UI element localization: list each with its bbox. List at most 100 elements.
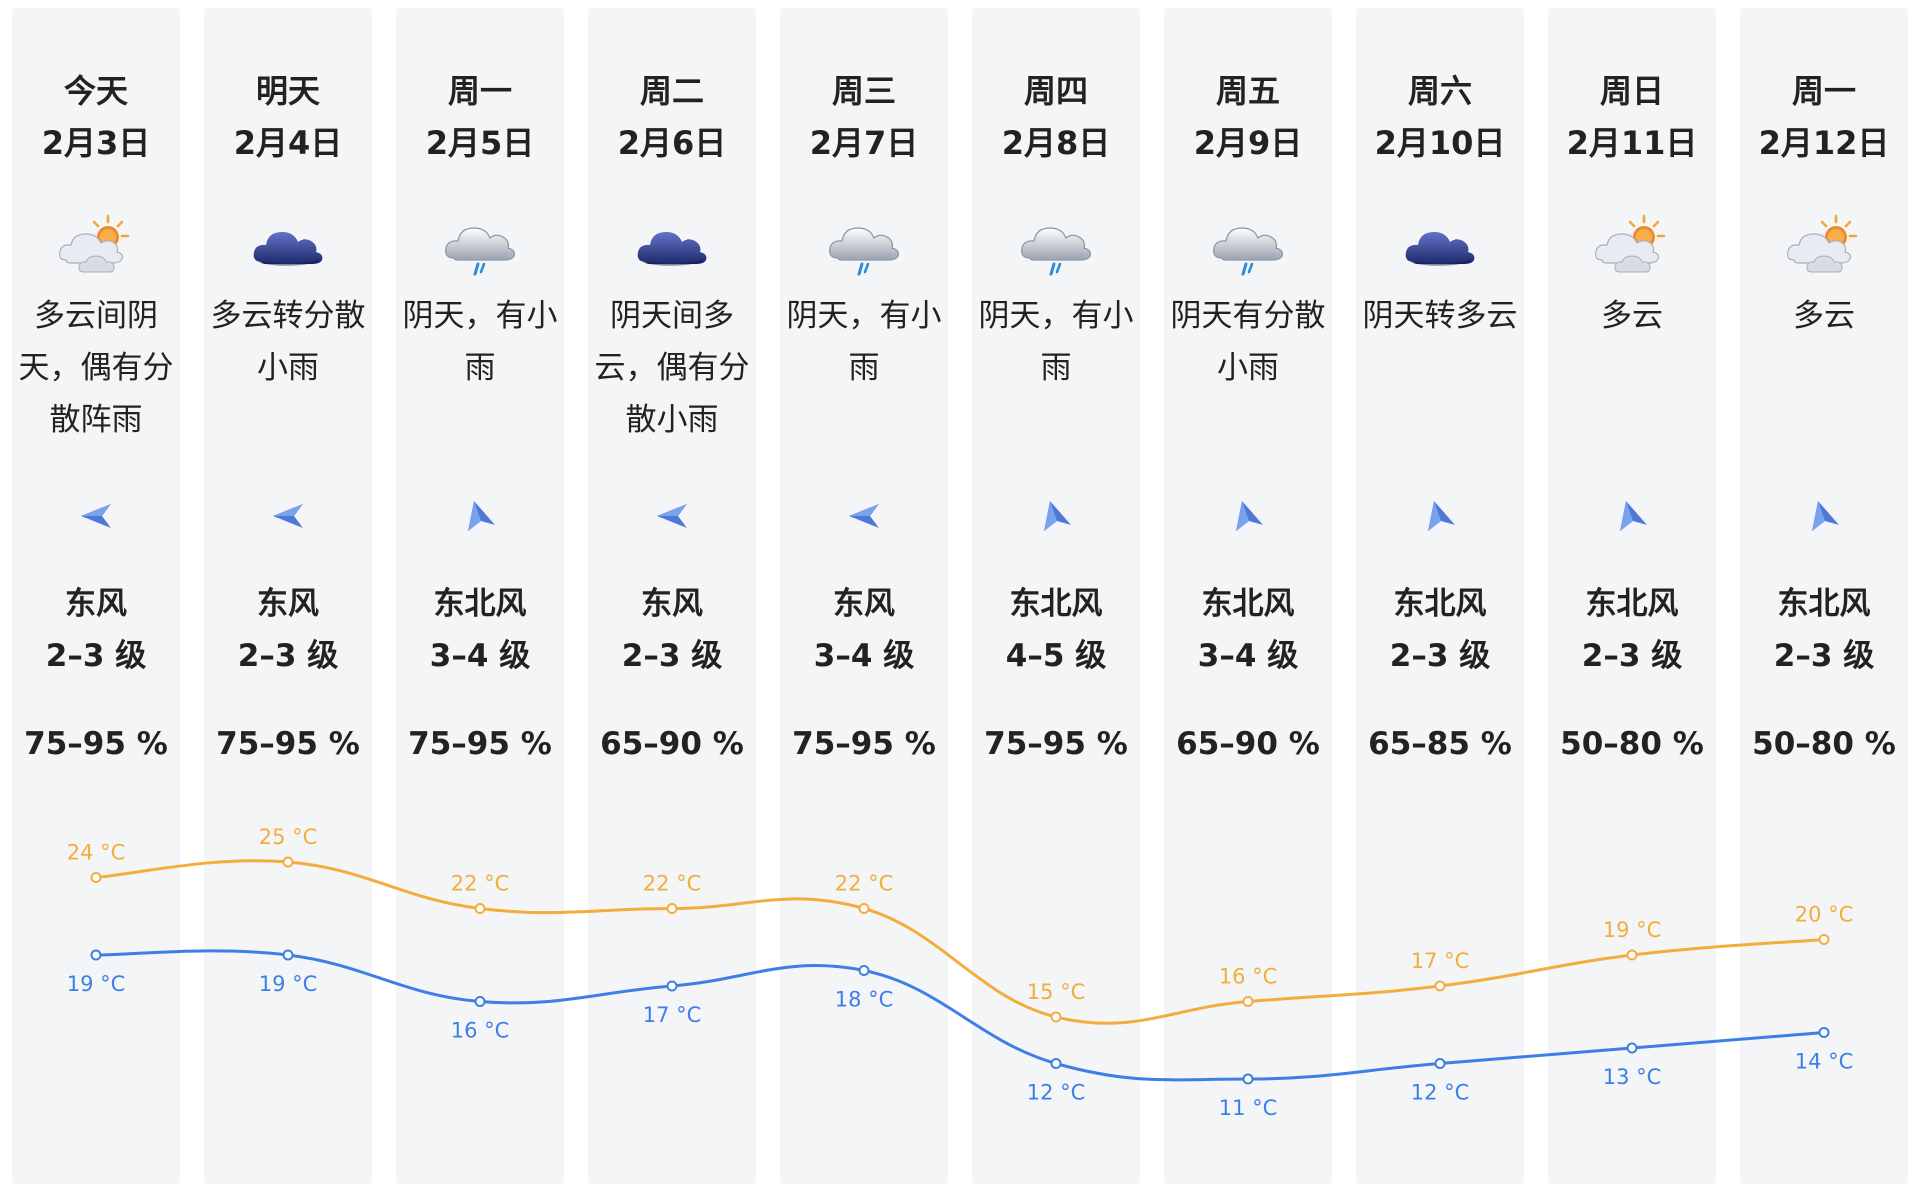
cloud-icon bbox=[248, 206, 328, 286]
wind-level: 2–3 级 bbox=[1773, 638, 1875, 674]
description-line: 阴天，有小 bbox=[786, 298, 942, 334]
wind-direction: 东北风 bbox=[1777, 586, 1871, 622]
humidity-range: 65–90 % bbox=[1176, 726, 1320, 762]
weather-description: 阴天，有小雨 bbox=[396, 290, 564, 394]
date-label: 2月6日 bbox=[617, 124, 727, 162]
partly-cloudy-sun-icon bbox=[1784, 206, 1864, 286]
cloud-rain-icon bbox=[1016, 206, 1096, 286]
date-label: 2月8日 bbox=[1001, 124, 1111, 162]
wind-direction: 东北风 bbox=[433, 586, 527, 622]
humidity-range: 75–95 % bbox=[408, 726, 552, 762]
wind-upleft-arrow-icon bbox=[1614, 498, 1650, 534]
partly-cloudy-sun-icon bbox=[56, 206, 136, 286]
wind-level: 2–3 级 bbox=[237, 638, 339, 674]
weather-description: 多云转分散 小雨 bbox=[204, 290, 372, 394]
date-label: 2月9日 bbox=[1193, 124, 1303, 162]
weather-description: 阴天，有小雨 bbox=[972, 290, 1140, 394]
humidity-range: 75–95 % bbox=[216, 726, 360, 762]
wind-left-arrow-icon bbox=[846, 498, 882, 534]
wind-direction: 东风 bbox=[641, 586, 703, 622]
day-column: 明天 2月4日 多云转分散 小雨 东风 2–3 级 75–95 % bbox=[204, 8, 372, 1184]
wind-upleft-arrow-icon bbox=[1806, 498, 1842, 534]
weather-description: 阴天有分散 小雨 bbox=[1164, 290, 1332, 394]
humidity-range: 50–80 % bbox=[1752, 726, 1896, 762]
date-label: 2月5日 bbox=[425, 124, 535, 162]
cloud-icon bbox=[632, 206, 712, 286]
weekday-label: 周四 bbox=[1023, 72, 1088, 110]
weekday-label: 今天 bbox=[63, 72, 128, 110]
day-column: 周三 2月7日 阴天，有小雨 东风 3–4 级 75–95 % bbox=[780, 8, 948, 1184]
description-line: 云，偶有分 bbox=[594, 350, 750, 386]
day-column: 周四 2月8日 阴天，有小雨 东北风 4–5 级 75–95 % bbox=[972, 8, 1140, 1184]
wind-level: 2–3 级 bbox=[45, 638, 147, 674]
cloud-rain-icon bbox=[1208, 206, 1288, 286]
weekday-label: 周二 bbox=[639, 72, 704, 110]
cloud-rain-icon bbox=[440, 206, 520, 286]
weather-description: 多云 bbox=[1548, 290, 1716, 342]
date-label: 2月4日 bbox=[233, 124, 343, 162]
description-line: 阴天转多云 bbox=[1362, 298, 1518, 334]
partly-cloudy-sun-icon bbox=[1592, 206, 1672, 286]
wind-left-arrow-icon bbox=[654, 498, 690, 534]
wind-upleft-arrow-icon bbox=[1038, 498, 1074, 534]
date-label: 2月7日 bbox=[809, 124, 919, 162]
description-line: 雨 bbox=[1040, 350, 1072, 386]
description-line: 散阵雨 bbox=[49, 402, 143, 438]
weekday-label: 周六 bbox=[1407, 72, 1472, 110]
weekday-label: 周五 bbox=[1215, 72, 1280, 110]
description-line: 阴天，有小 bbox=[978, 298, 1134, 334]
humidity-range: 75–95 % bbox=[24, 726, 168, 762]
description-line: 多云 bbox=[1793, 298, 1855, 334]
description-line: 散小雨 bbox=[625, 402, 719, 438]
day-column: 周六 2月10日 阴天转多云 东北风 2–3 级 65–85 % bbox=[1356, 8, 1524, 1184]
day-column: 周一 2月12日 多云 东北风 2–3 级 50–80 % bbox=[1740, 8, 1908, 1184]
wind-left-arrow-icon bbox=[270, 498, 306, 534]
weather-description: 阴天间多云，偶有分散小雨 bbox=[588, 290, 756, 446]
humidity-range: 75–95 % bbox=[984, 726, 1128, 762]
humidity-range: 50–80 % bbox=[1560, 726, 1704, 762]
wind-level: 3–4 级 bbox=[813, 638, 915, 674]
humidity-range: 65–85 % bbox=[1368, 726, 1512, 762]
description-line: 多云间阴 bbox=[34, 298, 158, 334]
wind-upleft-arrow-icon bbox=[1422, 498, 1458, 534]
wind-left-arrow-icon bbox=[78, 498, 114, 534]
wind-level: 3–4 级 bbox=[429, 638, 531, 674]
day-column: 周一 2月5日 阴天，有小雨 东北风 3–4 级 75–95 % bbox=[396, 8, 564, 1184]
weekday-label: 周一 bbox=[1791, 72, 1856, 110]
weather-description: 多云间阴天，偶有分散阵雨 bbox=[12, 290, 180, 446]
wind-direction: 东北风 bbox=[1393, 586, 1487, 622]
wind-upleft-arrow-icon bbox=[462, 498, 498, 534]
weekday-label: 周日 bbox=[1599, 72, 1664, 110]
description-line: 小雨 bbox=[257, 350, 319, 386]
date-label: 2月3日 bbox=[41, 124, 151, 162]
humidity-range: 65–90 % bbox=[600, 726, 744, 762]
wind-level: 2–3 级 bbox=[621, 638, 723, 674]
wind-level: 3–4 级 bbox=[1197, 638, 1299, 674]
date-label: 2月10日 bbox=[1374, 124, 1506, 162]
description-line: 阴天间多 bbox=[610, 298, 734, 334]
date-label: 2月12日 bbox=[1758, 124, 1890, 162]
humidity-range: 75–95 % bbox=[792, 726, 936, 762]
description-line: 多云 bbox=[1601, 298, 1663, 334]
weather-description: 多云 bbox=[1740, 290, 1908, 342]
wind-direction: 东风 bbox=[257, 586, 319, 622]
wind-direction: 东风 bbox=[833, 586, 895, 622]
description-line: 多云转分散 bbox=[210, 298, 366, 334]
weather-description: 阴天转多云 bbox=[1356, 290, 1524, 342]
description-line: 阴天，有小 bbox=[402, 298, 558, 334]
day-column: 周二 2月6日 阴天间多云，偶有分散小雨 东风 2–3 级 65–90 % bbox=[588, 8, 756, 1184]
weekday-label: 周一 bbox=[447, 72, 512, 110]
wind-direction: 东北风 bbox=[1585, 586, 1679, 622]
wind-direction: 东风 bbox=[65, 586, 127, 622]
description-line: 天，偶有分 bbox=[18, 350, 174, 386]
wind-direction: 东北风 bbox=[1201, 586, 1295, 622]
description-line: 阴天有分散 bbox=[1170, 298, 1326, 334]
wind-direction: 东北风 bbox=[1009, 586, 1103, 622]
wind-level: 2–3 级 bbox=[1581, 638, 1683, 674]
date-label: 2月11日 bbox=[1566, 124, 1698, 162]
day-column: 今天 2月3日 多云间阴天，偶有分散阵雨 东风 2–3 级 75–95 % bbox=[12, 8, 180, 1184]
weekday-label: 周三 bbox=[831, 72, 896, 110]
wind-upleft-arrow-icon bbox=[1230, 498, 1266, 534]
cloud-icon bbox=[1400, 206, 1480, 286]
